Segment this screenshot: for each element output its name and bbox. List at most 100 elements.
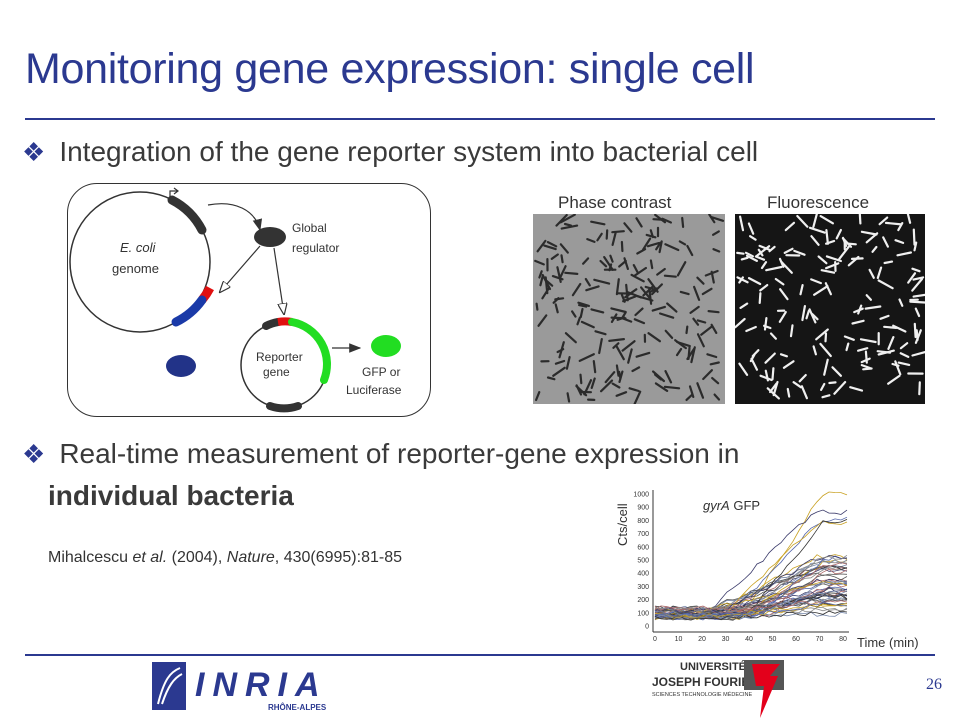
bacterium-cell <box>663 274 677 278</box>
bacterium-cell <box>778 310 787 323</box>
bacterium-cell <box>899 352 910 358</box>
bacterium-cell <box>700 325 713 336</box>
bacterium-cell <box>620 293 626 303</box>
bacterium-cell <box>745 325 757 333</box>
bacterium-cell <box>580 320 595 329</box>
bacterium-cell <box>817 255 828 265</box>
citation: Mihalcescu et al. (2004), Nature, 430(69… <box>48 549 402 567</box>
cell-trajectory-line <box>654 555 848 613</box>
bacterium-cell <box>760 260 768 270</box>
bacterium-cell <box>536 239 547 253</box>
gfp-label-1: GFP or <box>362 365 400 379</box>
bacterium-cell <box>630 273 645 283</box>
bacterium-cell <box>685 393 694 401</box>
inria-subtext: RHÔNE-ALPES <box>268 703 327 712</box>
genome-label: genome <box>112 261 159 276</box>
bacterium-cell <box>641 237 652 251</box>
bacterium-cell <box>812 214 818 228</box>
bacterium-cell <box>535 302 539 311</box>
bacterium-cell <box>764 352 776 364</box>
bacterium-cell <box>911 267 921 273</box>
bacterium-cell <box>596 232 603 242</box>
bacterium-cell <box>604 371 616 384</box>
bacterium-cell <box>646 242 660 248</box>
bacterium-cell <box>828 381 837 385</box>
bacterium-cell <box>696 276 705 285</box>
bacterium-cell <box>552 366 566 377</box>
bacterium-cell <box>541 273 552 291</box>
target-gene-segment-blue <box>171 295 207 327</box>
bacterium-cell <box>914 307 921 318</box>
bacterium-cell <box>679 290 690 296</box>
fluorescence-label: Fluorescence <box>767 193 870 212</box>
bacterium-cell <box>868 268 875 279</box>
bacterium-cell <box>887 374 901 385</box>
plot-y-tick-label: 600 <box>637 544 649 551</box>
bacterium-cell <box>778 288 789 301</box>
cell-trajectory-line <box>654 601 848 618</box>
inria-logo: INRIA RHÔNE-ALPES <box>152 662 328 712</box>
bacterium-cell <box>810 235 820 246</box>
bacterium-cell <box>620 240 624 253</box>
bacterium-cell <box>779 353 789 358</box>
bacterium-cell <box>563 222 573 227</box>
plot-x-tick-label: 30 <box>722 636 730 643</box>
bacterium-cell <box>771 367 775 381</box>
bacterium-cell <box>883 325 898 330</box>
bacterium-cell <box>754 255 766 261</box>
bacterium-cell <box>738 215 745 232</box>
bacterium-cell <box>623 222 633 233</box>
bacterium-cell <box>649 259 654 270</box>
bacterium-cell <box>558 341 565 359</box>
bacterium-cell <box>845 342 850 352</box>
bacterium-cell <box>765 265 783 272</box>
bacterium-cell <box>812 345 818 356</box>
bacterium-cell <box>702 369 713 381</box>
genome-label-italic: E. coli <box>120 240 157 255</box>
citation-year: (2004), <box>167 549 227 566</box>
bacterium-cell <box>678 240 687 246</box>
bacterium-cell <box>592 360 597 374</box>
bacterium-cell <box>882 236 889 248</box>
slide-title: Monitoring gene expression: single cell <box>25 45 755 93</box>
bacterium-cell <box>796 214 809 228</box>
plot-y-tick-label: 1000 <box>633 492 649 499</box>
bacterium-cell <box>798 374 807 383</box>
bacterium-cell <box>783 247 794 255</box>
bacterium-cell <box>611 231 617 246</box>
bacterium-cell <box>907 272 917 284</box>
plot-y-tick-label: 900 <box>637 505 649 512</box>
bacterium-cell <box>651 305 666 312</box>
bacterium-cell <box>815 328 829 341</box>
plot-y-tick-label: 300 <box>637 584 649 591</box>
bacterium-cell <box>537 314 548 327</box>
bacterium-cell <box>556 266 562 284</box>
bacterium-cell <box>635 351 651 358</box>
bacterium-cell <box>759 374 773 382</box>
plot-x-tick-label: 0 <box>653 636 657 643</box>
bacterium-cell <box>623 257 630 271</box>
cell-trajectory-line <box>654 598 848 613</box>
bacterium-cell <box>577 301 591 308</box>
bacterium-cell <box>851 319 865 325</box>
reporter-label-1: Reporter <box>256 350 303 364</box>
global-regulator-protein <box>254 227 286 247</box>
bacterium-cell <box>712 230 720 236</box>
bacterium-cell <box>805 309 811 320</box>
bacterium-cell <box>686 347 696 361</box>
bacterium-cell <box>661 217 672 224</box>
bacterium-cell <box>812 285 829 296</box>
plot-xlabel: Time (min) <box>857 635 919 650</box>
inria-text: INRIA <box>195 666 328 704</box>
reporter-system-diagram-frame <box>67 183 431 417</box>
bacterium-cell <box>583 379 593 396</box>
diamond-bullet-icon: ❖ <box>22 137 46 167</box>
bacterium-cell <box>906 214 912 224</box>
bacterium-cell <box>759 283 769 292</box>
bacterium-cell <box>555 214 568 227</box>
bacterium-cell <box>859 338 877 344</box>
bacterium-cell <box>620 311 627 320</box>
bacterium-cell <box>552 297 560 304</box>
bacterium-cell <box>709 361 720 366</box>
bacterium-cell <box>676 340 691 348</box>
